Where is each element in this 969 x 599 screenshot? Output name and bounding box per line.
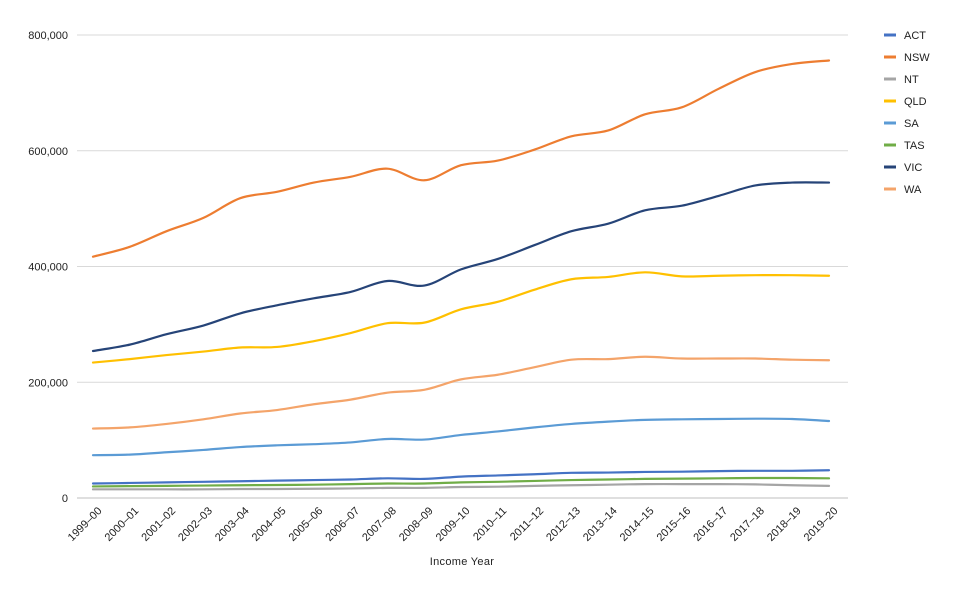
series-line-vic (91, 181, 831, 353)
x-tick-label: 2010–11 (471, 505, 509, 543)
series-line-wa (91, 355, 831, 430)
x-tick-label: 2007–08 (360, 505, 399, 544)
legend-label-act: ACT (904, 30, 926, 42)
legend-label-nsw: NSW (904, 52, 930, 64)
series-line-qld (91, 271, 831, 364)
gridlines (77, 34, 848, 499)
x-axis: 1999–002000–012001–022002–032003–042004–… (66, 505, 841, 544)
x-tick-label: 2016–17 (691, 505, 730, 544)
x-tick-label: 2019–20 (802, 505, 841, 544)
x-tick-label: 2013–14 (581, 505, 620, 544)
x-tick-label: 2004–05 (250, 505, 289, 544)
x-tick-label: 2012–13 (544, 505, 583, 544)
x-tick-label: 2011–12 (508, 505, 546, 543)
x-tick-label: 2003–04 (213, 505, 252, 544)
y-tick-label: 600,000 (28, 146, 68, 158)
legend-label-nt: NT (904, 74, 919, 86)
y-tick-label: 0 (62, 493, 68, 505)
legend-label-qld: QLD (904, 96, 927, 108)
x-tick-label: 2000–01 (103, 505, 142, 544)
series-lines (91, 59, 831, 491)
series-line-nsw (91, 59, 831, 258)
x-tick-label: 2001–02 (139, 505, 178, 544)
legend-label-sa: SA (904, 118, 919, 130)
x-tick-label: 1999–00 (66, 505, 105, 544)
x-tick-label: 2015–16 (655, 505, 694, 544)
x-tick-label: 2009–10 (434, 505, 473, 544)
x-tick-label: 2014–15 (618, 505, 657, 544)
legend-label-tas: TAS (904, 140, 925, 152)
y-tick-label: 400,000 (28, 262, 68, 274)
series-line-sa (91, 417, 831, 457)
x-tick-label: 2008–09 (397, 505, 436, 544)
x-tick-label: 2002–03 (176, 505, 215, 544)
series-line-nt (91, 482, 831, 491)
x-tick-label: 2017–18 (728, 505, 767, 544)
legend-label-vic: VIC (904, 162, 922, 174)
x-tick-label: 2006–07 (323, 505, 362, 544)
y-tick-label: 200,000 (28, 377, 68, 389)
x-tick-label: 2018–19 (765, 505, 804, 544)
legend-label-wa: WA (904, 184, 922, 196)
y-tick-label: 800,000 (28, 30, 68, 42)
series-line-tas (91, 476, 831, 488)
series-line-act (91, 469, 831, 485)
y-axis-ticks: 0 200,000 400,000 600,000 800,000 (28, 30, 68, 505)
x-axis-title: Income Year (430, 556, 494, 568)
legend: ACT NSW NT QLD SA TAS VIC WA (884, 30, 930, 196)
x-tick-label: 2005–06 (287, 505, 326, 544)
